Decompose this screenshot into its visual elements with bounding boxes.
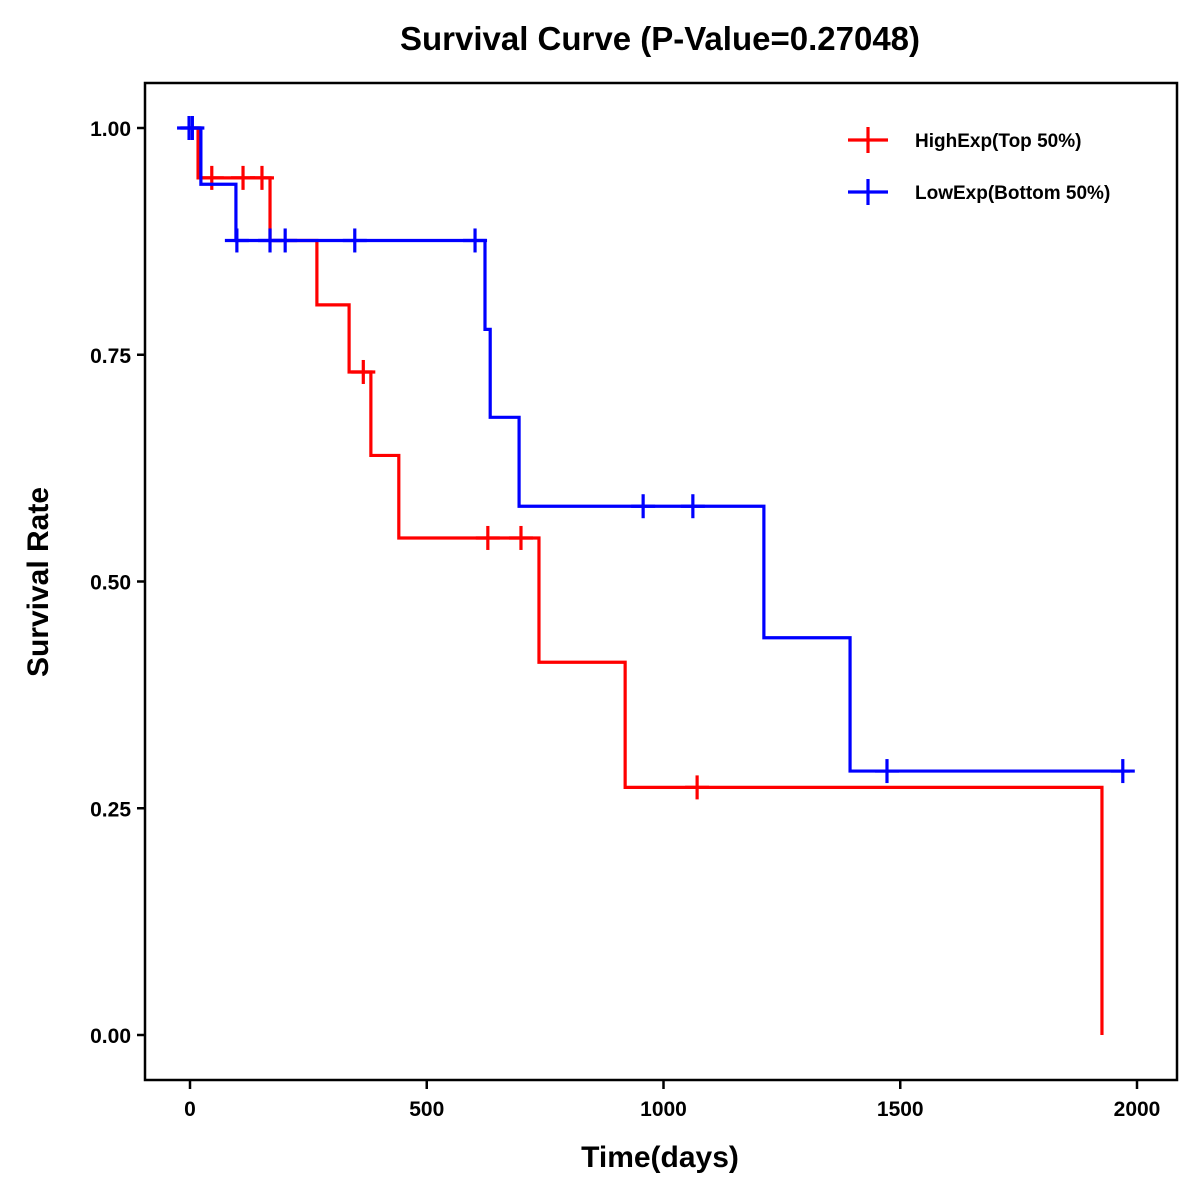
series-low-exp [177, 116, 1135, 784]
censor-mark [342, 228, 367, 253]
y-axis-label: Survival Rate [22, 487, 55, 677]
x-tick-label: 0 [184, 1098, 196, 1121]
series-high-exp [190, 126, 1104, 1035]
legend-label: LowExp(Bottom 50%) [915, 183, 1110, 204]
y-tick-label: 0.00 [90, 1025, 131, 1048]
censor-mark [685, 775, 710, 800]
legend-item: HighExp(Top 50%) [848, 127, 1081, 153]
legend-label: HighExp(Top 50%) [915, 131, 1081, 152]
censor-mark [199, 165, 224, 190]
y-axis: 0.00 0.25 0.50 0.75 1.00 [90, 118, 145, 1048]
y-tick-label: 0.75 [90, 345, 131, 368]
censor-mark [224, 228, 249, 253]
y-tick-label: 1.00 [90, 118, 131, 141]
survival-curve-line [190, 126, 1104, 1035]
y-tick-label: 0.25 [90, 798, 131, 821]
series-layer [177, 116, 1135, 1035]
censor-mark [351, 359, 376, 384]
chart-title: Survival Curve (P-Value=0.27048) [400, 20, 920, 57]
legend-item: LowExp(Bottom 50%) [848, 179, 1110, 205]
censor-mark [508, 525, 533, 550]
x-tick-label: 2000 [1114, 1098, 1161, 1121]
legend: HighExp(Top 50%) LowExp(Bottom 50%) [848, 127, 1110, 205]
survival-curve-line [190, 126, 1130, 773]
censor-mark [1110, 759, 1135, 784]
x-axis-label: Time(days) [581, 1141, 739, 1174]
x-tick-label: 1500 [877, 1098, 924, 1121]
censor-mark [463, 228, 488, 253]
x-tick-label: 500 [409, 1098, 444, 1121]
plot-frame [143, 81, 1179, 1082]
y-tick-label: 0.50 [90, 572, 131, 595]
censor-mark [680, 494, 705, 519]
censor-mark [180, 116, 205, 140]
censor-mark [874, 759, 899, 784]
censor-mark [631, 494, 656, 519]
x-tick-label: 1000 [640, 1098, 687, 1121]
censor-mark [249, 165, 274, 190]
censor-mark [475, 525, 500, 550]
x-axis: 0 500 1000 1500 2000 [184, 1080, 1160, 1121]
censor-mark [273, 228, 298, 253]
